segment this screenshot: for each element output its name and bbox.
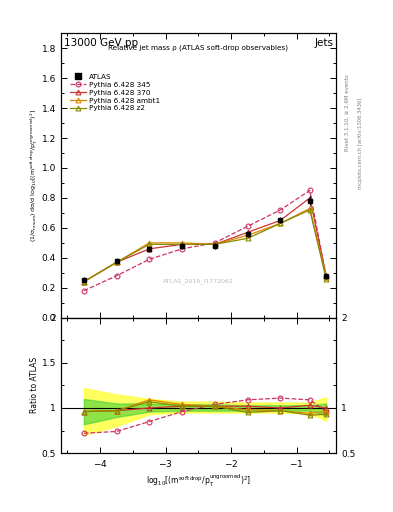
Text: mcplots.cern.ch [arXiv:1306.3436]: mcplots.cern.ch [arXiv:1306.3436] <box>358 98 363 189</box>
Text: Relative jet mass ρ (ATLAS soft-drop observables): Relative jet mass ρ (ATLAS soft-drop obs… <box>108 45 288 51</box>
Text: 13000 GeV pp: 13000 GeV pp <box>64 37 138 48</box>
Text: Jets: Jets <box>314 37 333 48</box>
X-axis label: log$_{10}$[(m$^{\mathrm{soft\,drop}}$/p$_{\mathrm{T}}^{\mathrm{ungroomed}}$)$^{2: log$_{10}$[(m$^{\mathrm{soft\,drop}}$/p$… <box>146 473 251 489</box>
Text: Rivet 3.1.10, ≥ 2.6M events: Rivet 3.1.10, ≥ 2.6M events <box>345 74 350 151</box>
Y-axis label: (1/σ$_{\mathrm{resum}}$) dσ/d log$_{10}$[(m$^{\mathrm{soft\,drop}}$/p$_{\mathrm{: (1/σ$_{\mathrm{resum}}$) dσ/d log$_{10}$… <box>29 109 40 242</box>
Y-axis label: Ratio to ATLAS: Ratio to ATLAS <box>30 357 39 414</box>
Legend: ATLAS, Pythia 6.428 345, Pythia 6.428 370, Pythia 6.428 ambt1, Pythia 6.428 z2: ATLAS, Pythia 6.428 345, Pythia 6.428 37… <box>70 74 160 112</box>
Text: ATLAS_2019_I1772062: ATLAS_2019_I1772062 <box>163 278 234 284</box>
